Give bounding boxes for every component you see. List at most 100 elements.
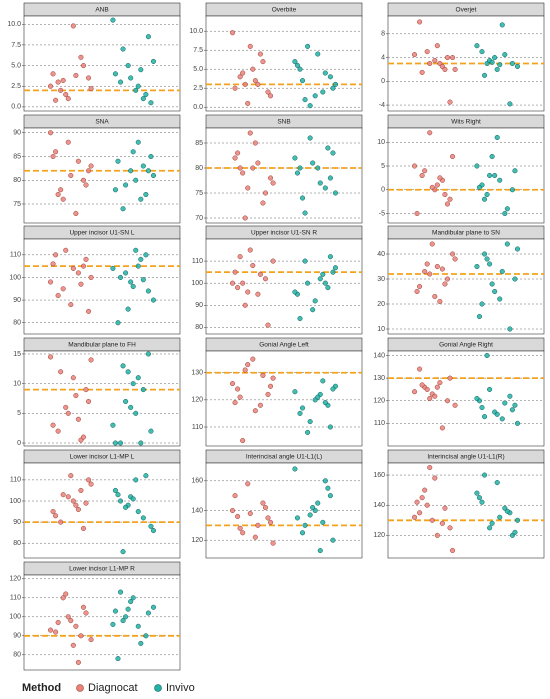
- data-point: [150, 604, 157, 610]
- data-point: [80, 177, 87, 183]
- data-point: [332, 265, 339, 271]
- data-point: [252, 534, 258, 540]
- y-tick-label: 110: [10, 252, 21, 259]
- data-point: [135, 139, 141, 145]
- data-point: [80, 263, 87, 269]
- data-point: [442, 281, 448, 287]
- data-point: [257, 51, 263, 57]
- data-point: [330, 386, 336, 392]
- data-point: [424, 386, 430, 393]
- data-point: [125, 369, 131, 375]
- data-point: [65, 494, 71, 500]
- data-point: [444, 276, 451, 282]
- data-point: [55, 619, 61, 626]
- data-point: [120, 363, 126, 369]
- data-point: [125, 306, 131, 312]
- data-point: [245, 481, 251, 487]
- y-tick-label: 130: [191, 370, 203, 377]
- data-point: [302, 258, 308, 264]
- data-point: [429, 517, 435, 523]
- data-point: [117, 498, 124, 504]
- data-point: [419, 495, 425, 501]
- data-point: [322, 185, 328, 191]
- data-point: [267, 383, 274, 389]
- data-point: [422, 487, 428, 493]
- data-point: [88, 637, 94, 643]
- data-point: [322, 280, 328, 286]
- data-point: [247, 43, 253, 49]
- data-point: [514, 420, 521, 426]
- data-point: [115, 320, 121, 326]
- data-point: [447, 196, 453, 202]
- panel-title: Overjet: [456, 7, 477, 14]
- y-tick-label: 85: [13, 153, 21, 160]
- data-point: [434, 532, 440, 538]
- data-point: [487, 261, 493, 267]
- y-tick-label: 130: [373, 375, 385, 382]
- data-point: [417, 283, 423, 290]
- data-point: [315, 394, 321, 400]
- data-point: [130, 149, 136, 155]
- data-point: [83, 182, 89, 188]
- data-point: [245, 100, 251, 106]
- data-point: [414, 210, 420, 217]
- data-point: [322, 70, 328, 76]
- y-tick-label: 80: [13, 177, 21, 184]
- data-point: [297, 410, 303, 416]
- data-point: [411, 52, 418, 58]
- data-point: [73, 72, 79, 79]
- data-point: [504, 241, 510, 247]
- data-point: [484, 256, 490, 262]
- data-point: [115, 158, 121, 164]
- data-point: [68, 172, 74, 179]
- data-point: [75, 270, 81, 276]
- data-point: [260, 372, 266, 378]
- data-point: [128, 404, 134, 410]
- data-point: [145, 288, 151, 294]
- data-point: [110, 422, 116, 428]
- panel-title: Interincisal angle U1-L1(R): [427, 454, 504, 461]
- y-tick-label: 15: [13, 351, 21, 358]
- data-point: [88, 86, 94, 92]
- data-point: [320, 271, 326, 277]
- data-point: [449, 153, 456, 160]
- data-point: [320, 519, 326, 525]
- data-point: [332, 190, 339, 196]
- data-point: [237, 525, 243, 531]
- data-point: [63, 247, 69, 253]
- y-tick-label: -5: [379, 210, 385, 217]
- y-tick-label: 75: [13, 201, 21, 208]
- data-point: [479, 49, 485, 55]
- data-point: [484, 191, 490, 198]
- data-point: [260, 200, 266, 206]
- data-point: [50, 153, 56, 160]
- data-point: [507, 101, 513, 107]
- data-point: [270, 540, 276, 546]
- data-point: [240, 170, 246, 176]
- data-point: [73, 210, 79, 217]
- data-point: [502, 400, 508, 406]
- data-point: [112, 608, 119, 614]
- data-point: [292, 155, 298, 161]
- data-point: [479, 499, 485, 505]
- data-point: [411, 163, 418, 169]
- data-point: [499, 22, 505, 28]
- data-point: [252, 78, 258, 84]
- data-point: [332, 81, 339, 87]
- data-point: [85, 308, 92, 314]
- data-point: [80, 525, 87, 531]
- data-point: [489, 59, 495, 65]
- data-point: [120, 618, 126, 624]
- data-point: [497, 514, 503, 520]
- data-point: [148, 100, 154, 106]
- plot-area: [23, 462, 181, 559]
- data-point: [120, 206, 126, 212]
- data-point: [135, 375, 141, 381]
- data-point: [432, 475, 438, 481]
- data-point: [417, 19, 423, 25]
- data-point: [327, 493, 333, 499]
- data-point: [265, 515, 271, 521]
- y-tick-label: 80: [13, 652, 21, 659]
- y-tick-label: 2.5: [11, 83, 21, 90]
- data-point: [267, 93, 274, 99]
